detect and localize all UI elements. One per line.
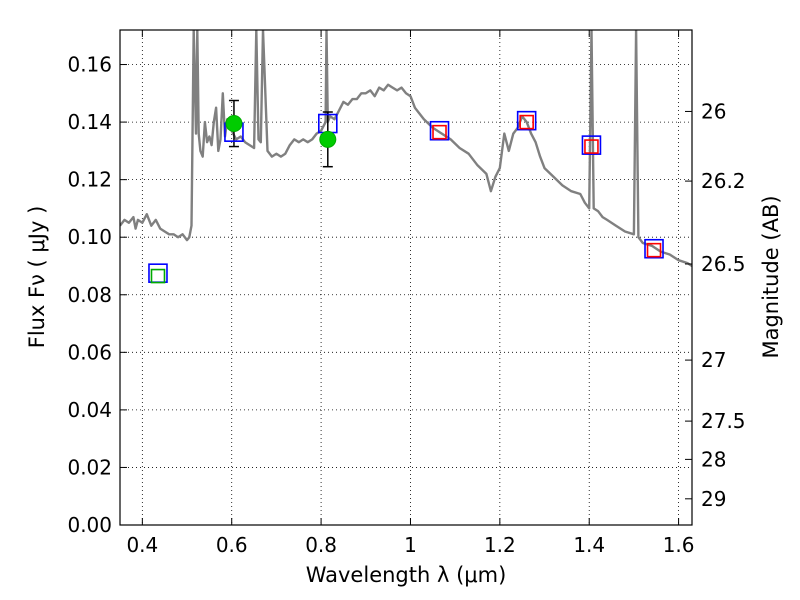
y2-tick-label: 27.5	[701, 409, 746, 433]
y-tick-label: 0.02	[67, 455, 112, 479]
plot-frame	[119, 29, 693, 526]
model-square-red	[584, 139, 599, 154]
model-square-green	[150, 268, 166, 284]
model-square-red	[519, 114, 534, 130]
y2-tick-label: 26	[701, 99, 726, 123]
y2-tick-label: 26.2	[701, 169, 746, 193]
photometry-square-blue	[644, 238, 664, 259]
x-tick-label: 1.6	[663, 533, 695, 557]
y-tick-label: 0.00	[67, 513, 112, 537]
photometry-square-blue	[516, 110, 537, 131]
plot-area	[120, 30, 692, 284]
x-axis-label: Wavelength λ (μm)	[306, 563, 507, 587]
x-tick-label: 1	[404, 533, 417, 557]
y2-tick-label: 27	[701, 348, 726, 372]
x-tick-label: 1.2	[484, 533, 516, 557]
x-tick-label: 0.4	[126, 533, 158, 557]
y-tick-label: 0.06	[67, 340, 112, 364]
flux-point-green	[319, 130, 337, 148]
y-tick-label: 0.08	[67, 283, 112, 307]
model-square-red	[432, 124, 447, 140]
model-square-red	[646, 242, 662, 258]
y2-axis-label: Magnitude (AB)	[759, 195, 783, 358]
y-tick-label: 0.14	[67, 110, 112, 134]
y-tick-label: 0.16	[67, 53, 112, 77]
y2-tick-label: 26.5	[701, 252, 746, 276]
axis-ticks: 0.4 0.6 0.8 1 1.2 1.4 1.6 0.00 0.02 0.04 0.06 0.08 0…	[67, 30, 746, 557]
photometry-square-blue	[581, 135, 602, 155]
y-tick-label: 0.04	[67, 398, 112, 422]
y2-tick-label: 28	[701, 447, 726, 471]
y-axis-label: Flux Fν ( μJy )	[25, 206, 49, 349]
y2-tick-label: 29	[701, 487, 726, 511]
sed-model-line	[120, 30, 692, 268]
x-tick-label: 0.6	[216, 533, 248, 557]
x-tick-label: 1.4	[573, 533, 605, 557]
photometry-square-blue	[429, 120, 450, 141]
flux-point-green	[225, 115, 243, 133]
y-tick-label: 0.10	[67, 225, 112, 249]
x-tick-label: 0.8	[305, 533, 337, 557]
y-tick-label: 0.12	[67, 168, 112, 192]
